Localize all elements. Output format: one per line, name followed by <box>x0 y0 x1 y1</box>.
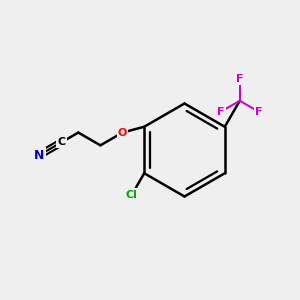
Text: Cl: Cl <box>126 190 138 200</box>
Text: O: O <box>118 128 127 138</box>
Text: F: F <box>255 106 262 117</box>
Text: F: F <box>217 106 225 117</box>
Text: N: N <box>34 148 44 162</box>
Text: C: C <box>57 137 65 147</box>
Text: F: F <box>236 74 244 84</box>
